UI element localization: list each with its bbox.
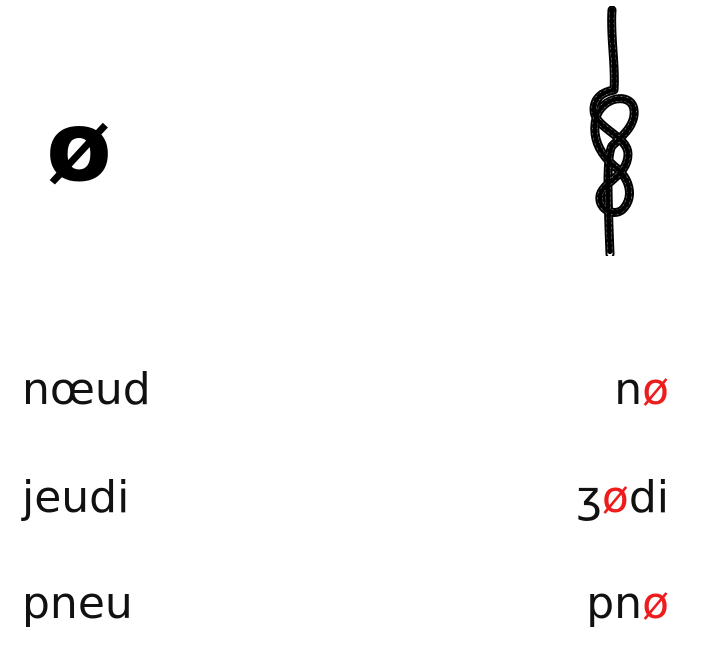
word-spelling-3: pneu (22, 578, 133, 629)
word-phonetic-3: pnø (586, 578, 669, 629)
word-phonetic-2: ʒødi (576, 472, 670, 523)
word-spelling-1: nœud (22, 364, 151, 415)
figure-eight-knot-rope-icon (589, 6, 639, 256)
highlighted-vowel: ø (601, 472, 629, 523)
highlighted-vowel: ø (642, 364, 669, 415)
word-phonetic-1: nø (614, 364, 669, 415)
highlighted-vowel: ø (642, 578, 669, 629)
word-spelling-2: jeudi (22, 472, 130, 523)
phoneme-symbol: ø (46, 91, 112, 203)
